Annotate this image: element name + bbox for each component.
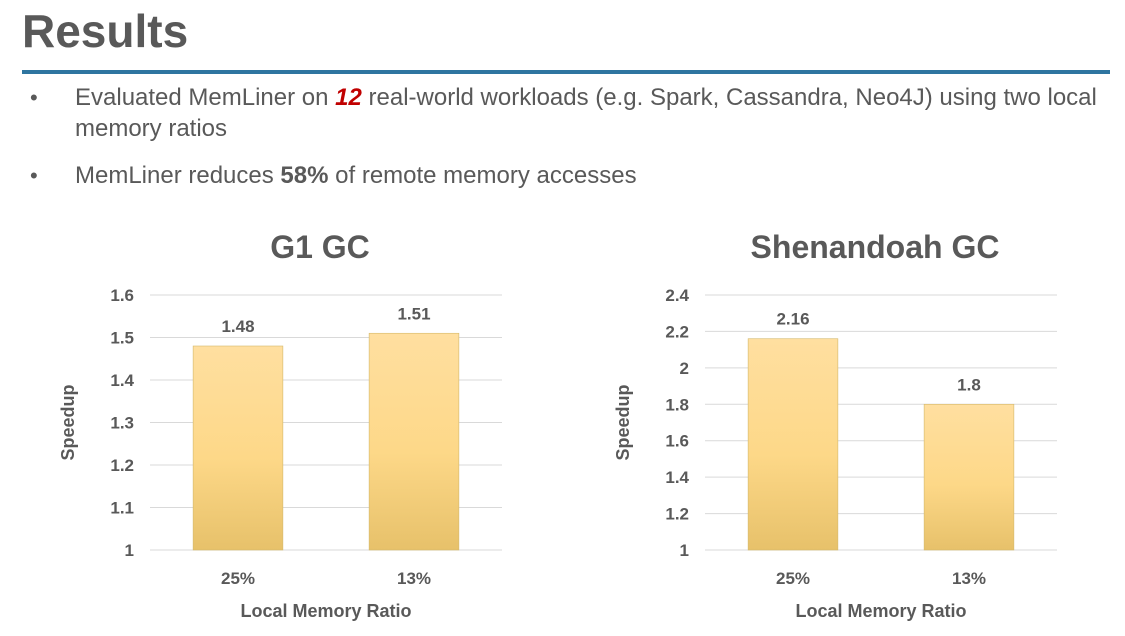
y-tick-label: 1.6 xyxy=(665,432,689,451)
y-tick-label: 2 xyxy=(680,359,689,378)
bullet-item-remote-access: • MemLiner reduces 58% of remote memory … xyxy=(30,160,1110,191)
x-axis-label: Local Memory Ratio xyxy=(240,601,411,621)
y-tick-label: 1.6 xyxy=(110,286,134,305)
y-tick-label: 1.2 xyxy=(110,456,134,475)
y-tick-label: 2.2 xyxy=(665,322,689,341)
chart-title: Shenandoah GC xyxy=(751,229,1000,265)
bar-13pct xyxy=(923,403,1015,551)
x-category-label: 13% xyxy=(952,569,986,588)
chart-g1-gc-svg: G1 GC 1 1.1 1.2 1.3 1.4 1.5 1.6 1.48 25% 1.51 13% Lo… xyxy=(58,229,502,621)
bullet-item-workloads: • Evaluated MemLiner on 12 real-world wo… xyxy=(30,82,1110,144)
data-label: 1.51 xyxy=(397,304,430,323)
slide-title: Results xyxy=(22,5,189,57)
chart-g1-gc: G1 GC 1 1.1 1.2 1.3 1.4 1.5 1.6 1.48 25% 1.51 13% Lo… xyxy=(40,225,520,630)
y-tick-label: 1 xyxy=(680,541,689,560)
bullet-text-post: real-world workloads (e.g. Spark, Cassan… xyxy=(75,84,1097,142)
bullet-text-pre: MemLiner reduces xyxy=(75,162,281,189)
bullet-text-pre: Evaluated MemLiner on xyxy=(75,84,336,111)
title-divider xyxy=(22,70,1110,74)
y-tick-label: 1.8 xyxy=(665,395,689,414)
y-tick-label: 1 xyxy=(125,541,134,560)
bar-13pct xyxy=(368,332,460,551)
x-category-label: 25% xyxy=(221,569,255,588)
y-tick-label: 1.1 xyxy=(110,499,134,518)
y-tick-label: 1.2 xyxy=(665,505,689,524)
data-label: 1.48 xyxy=(221,317,254,336)
y-tick-label: 1.4 xyxy=(665,468,689,487)
chart-shenandoah-gc: Shenandoah GC 1 1.2 1.4 1.6 1.8 2 2.2 2.4 2.16 25%… xyxy=(595,225,1075,630)
bullet-highlight-percent: 58% xyxy=(280,162,329,189)
bullet-text-post: of remote memory accesses xyxy=(328,162,637,189)
bullet-dot-icon: • xyxy=(30,163,38,188)
bar-25pct xyxy=(192,345,284,551)
y-tick-label: 1.3 xyxy=(110,414,134,433)
chart-shenandoah-gc-svg: Shenandoah GC 1 1.2 1.4 1.6 1.8 2 2.2 2.4 2.16 25%… xyxy=(613,229,1057,621)
bullet-dot-icon: • xyxy=(30,85,38,110)
bullet-list: • Evaluated MemLiner on 12 real-world wo… xyxy=(30,82,1110,207)
data-label: 2.16 xyxy=(776,310,809,329)
y-axis-label: Speedup xyxy=(58,384,78,460)
x-axis-label: Local Memory Ratio xyxy=(795,601,966,621)
bar-25pct xyxy=(747,338,839,551)
chart-title: G1 GC xyxy=(270,229,370,265)
x-category-label: 13% xyxy=(397,569,431,588)
bullet-highlight-count: 12 xyxy=(335,84,362,111)
data-label: 1.8 xyxy=(957,375,981,394)
x-category-label: 25% xyxy=(776,569,810,588)
y-tick-label: 1.4 xyxy=(110,371,134,390)
y-axis-label: Speedup xyxy=(613,384,633,460)
y-tick-label: 2.4 xyxy=(665,286,689,305)
y-tick-label: 1.5 xyxy=(110,329,134,348)
